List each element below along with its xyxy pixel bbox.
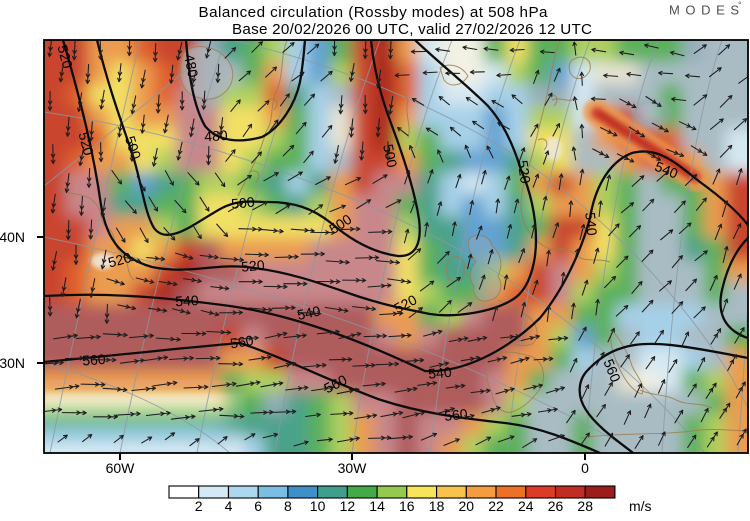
svg-text:10: 10 [310,498,326,514]
svg-text:40N: 40N [0,229,25,245]
svg-text:480: 480 [204,127,229,145]
svg-text:6: 6 [254,498,262,514]
svg-text:26: 26 [548,498,564,514]
svg-text:500: 500 [230,194,255,212]
svg-text:Balanced circulation (Rossby m: Balanced circulation (Rossby modes) at 5… [199,4,549,21]
svg-text:0: 0 [581,460,589,476]
svg-text:m/s: m/s [629,498,652,514]
svg-text:520: 520 [55,43,77,70]
svg-text:540: 540 [175,292,199,309]
svg-text:28: 28 [577,498,593,514]
svg-text:520: 520 [241,257,266,275]
svg-text:480: 480 [181,53,202,79]
svg-text:560: 560 [443,406,468,424]
svg-text:540: 540 [582,212,600,237]
svg-text:22: 22 [488,498,504,514]
svg-text:16: 16 [399,498,415,514]
svg-text:500: 500 [122,134,145,161]
svg-text:60W: 60W [106,460,136,476]
svg-text:520: 520 [515,159,534,185]
svg-text:8: 8 [284,498,292,514]
svg-text:520: 520 [106,249,133,271]
svg-text:12: 12 [340,498,356,514]
svg-text:20: 20 [459,498,475,514]
svg-text:Base 20/02/2026 00 UTC, valid: Base 20/02/2026 00 UTC, valid 27/02/2026… [232,21,592,38]
svg-text:4: 4 [225,498,233,514]
svg-text:24: 24 [518,498,534,514]
svg-text:30W: 30W [338,460,368,476]
svg-text:500: 500 [380,143,401,169]
svg-text:540: 540 [428,364,453,382]
svg-text:°: ° [738,0,742,10]
svg-text:30N: 30N [0,355,25,371]
svg-text:18: 18 [429,498,445,514]
svg-text:MODES: MODES [669,3,745,18]
svg-text:2: 2 [195,498,203,514]
svg-text:14: 14 [369,498,385,514]
